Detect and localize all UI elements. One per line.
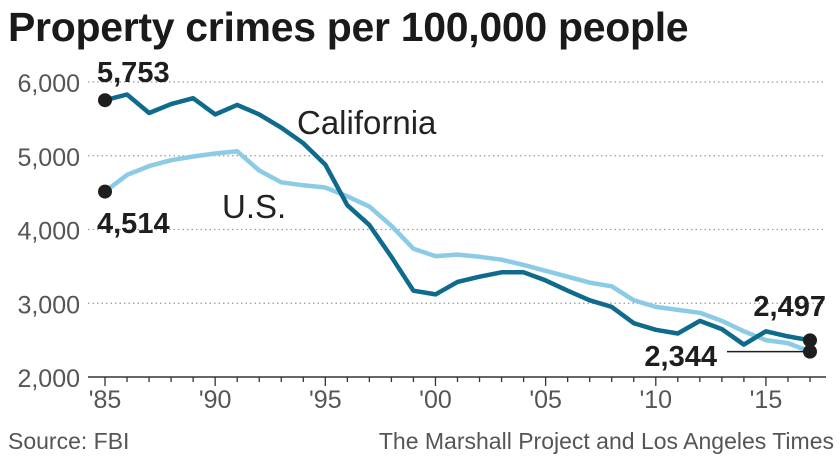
annotation-label: 2,497 xyxy=(753,291,826,323)
y-tick-label: 2,000 xyxy=(17,365,80,393)
y-tick-label: 4,000 xyxy=(17,218,80,246)
endpoint-dot xyxy=(98,93,112,108)
source-note: Source: FBI xyxy=(8,428,130,454)
y-axis: 2,000 3,000 4,000 5,000 6,000 xyxy=(17,70,80,393)
annotation-label: 4,514 xyxy=(97,208,170,240)
credit-line: The Marshall Project and Los Angeles Tim… xyxy=(378,428,834,454)
y-tick-label: 6,000 xyxy=(17,70,80,98)
series-lines xyxy=(102,92,813,354)
x-axis: '85 '90 '95 '00 '05 '10 '15 xyxy=(88,376,826,414)
endpoint-dot xyxy=(803,333,817,348)
endpoint-dot xyxy=(98,184,112,199)
series-labels: California U.S. xyxy=(222,104,437,225)
gridlines xyxy=(88,81,826,304)
annotation-label: 5,753 xyxy=(97,57,170,89)
series-label-california: California xyxy=(297,104,437,141)
x-tick-label: '10 xyxy=(639,386,672,414)
annotation-label: 2,344 xyxy=(644,341,717,373)
x-tick-label: '95 xyxy=(309,386,342,414)
series-label-u-s: U.S. xyxy=(222,188,286,225)
series-line-u-s xyxy=(102,149,813,354)
x-tick-label: '05 xyxy=(529,386,562,414)
y-tick-label: 3,000 xyxy=(17,291,80,319)
x-tick-label: '85 xyxy=(89,386,122,414)
chart-title: Property crimes per 100,000 people xyxy=(8,4,689,50)
x-tick-label: '90 xyxy=(199,386,232,414)
x-tick-label: '15 xyxy=(750,386,783,414)
y-tick-label: 5,000 xyxy=(17,144,80,172)
x-tick-label: '00 xyxy=(419,386,452,414)
series-line-california xyxy=(102,92,813,347)
endpoint-annotations: 5,753 4,514 2,497 2,344 xyxy=(97,57,826,373)
